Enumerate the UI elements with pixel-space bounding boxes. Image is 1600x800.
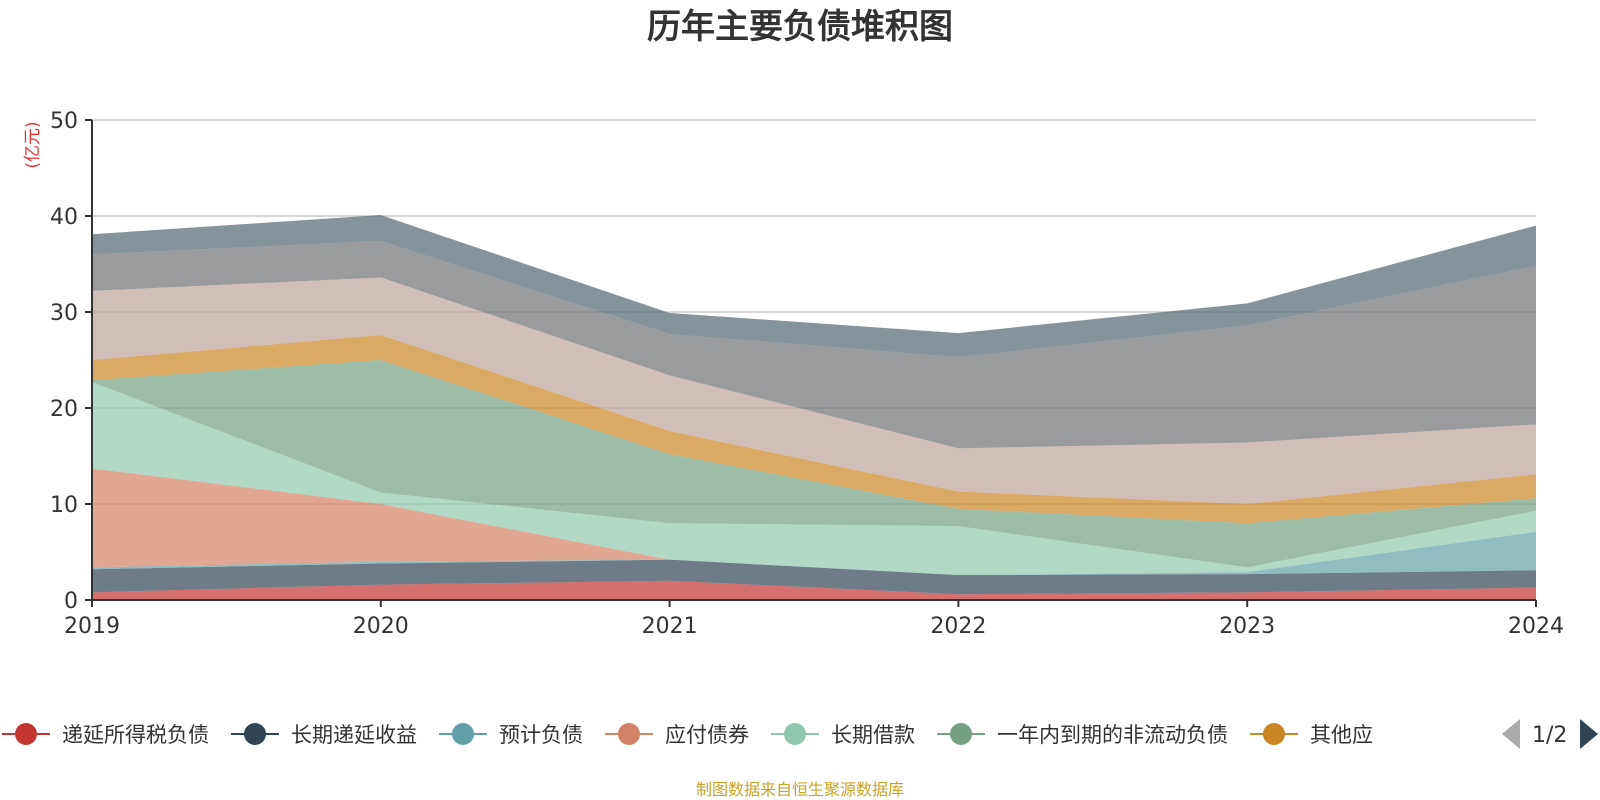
y-tick-label: 50 bbox=[50, 109, 78, 134]
legend-item-2[interactable]: 预计负债 bbox=[439, 723, 583, 747]
legend-marker-icon bbox=[244, 723, 266, 745]
area-series-5 bbox=[92, 360, 1536, 568]
y-tick-label: 40 bbox=[50, 205, 78, 230]
legend-marker-icon bbox=[950, 723, 972, 745]
legend-item-6[interactable]: 其他应 bbox=[1250, 723, 1373, 747]
y-tick-label: 10 bbox=[50, 493, 78, 518]
legend-item-0[interactable]: 递延所得税负债 bbox=[2, 723, 209, 747]
legend-item-1[interactable]: 长期递延收益 bbox=[231, 723, 417, 747]
area-series-2 bbox=[92, 531, 1536, 576]
area-series-3 bbox=[92, 468, 1536, 576]
legend-label: 长期递延收益 bbox=[291, 723, 417, 747]
chart-title: 历年主要负债堆积图 bbox=[647, 7, 953, 47]
legend-item-3[interactable]: 应付债券 bbox=[605, 723, 749, 747]
area-series-9 bbox=[92, 215, 1536, 358]
y-tick-label: 30 bbox=[50, 301, 78, 326]
legend-marker-icon bbox=[452, 723, 474, 745]
area-series-group bbox=[92, 215, 1536, 600]
area-series-1 bbox=[92, 559, 1536, 595]
area-series-0 bbox=[92, 580, 1536, 600]
legend-label: 递延所得税负债 bbox=[62, 723, 209, 747]
area-series-7 bbox=[92, 277, 1536, 504]
x-tick-label: 2020 bbox=[353, 614, 409, 639]
legend-label: 预计负债 bbox=[499, 723, 583, 747]
triangle-right-icon[interactable] bbox=[1580, 719, 1598, 749]
legend-label: 其他应 bbox=[1310, 723, 1373, 747]
y-tick-label: 20 bbox=[50, 397, 78, 422]
legend-pager: 1/2 bbox=[1502, 719, 1598, 749]
legend-page-indicator: 1/2 bbox=[1532, 723, 1567, 748]
area-series-8 bbox=[92, 240, 1536, 449]
x-tick-label: 2023 bbox=[1219, 614, 1275, 639]
legend-item-4[interactable]: 长期借款 bbox=[771, 723, 915, 747]
legend-label: 长期借款 bbox=[831, 723, 915, 747]
legend: 递延所得税负债 长期递延收益 预计负债 应付债券 长期借款 一年内到期的非流动负债 其他应 1… bbox=[2, 719, 1598, 749]
y-tick-label: 0 bbox=[64, 589, 78, 614]
x-tick-label: 2021 bbox=[642, 614, 698, 639]
legend-label: 一年内到期的非流动负债 bbox=[997, 723, 1228, 747]
area-series-6 bbox=[92, 335, 1536, 524]
legend-label: 应付债券 bbox=[665, 723, 749, 747]
legend-marker-icon bbox=[618, 723, 640, 745]
area-series-4 bbox=[92, 382, 1536, 576]
x-tick-label: 2024 bbox=[1508, 614, 1564, 639]
legend-item-5[interactable]: 一年内到期的非流动负债 bbox=[937, 723, 1228, 747]
x-tick-label: 2022 bbox=[930, 614, 986, 639]
data-source-note: 制图数据来自恒生聚源数据库 bbox=[696, 780, 904, 799]
legend-marker-icon bbox=[784, 723, 806, 745]
x-tick-label: 2019 bbox=[64, 614, 120, 639]
triangle-left-icon[interactable] bbox=[1502, 719, 1520, 749]
legend-marker-icon bbox=[1263, 723, 1285, 745]
y-axis-unit-label: (亿元) bbox=[23, 121, 43, 168]
legend-marker-icon bbox=[15, 723, 37, 745]
axes: 0 10 20 30 40 50 2019 2020 2021 2022 2023 2024 bbox=[50, 109, 1564, 639]
